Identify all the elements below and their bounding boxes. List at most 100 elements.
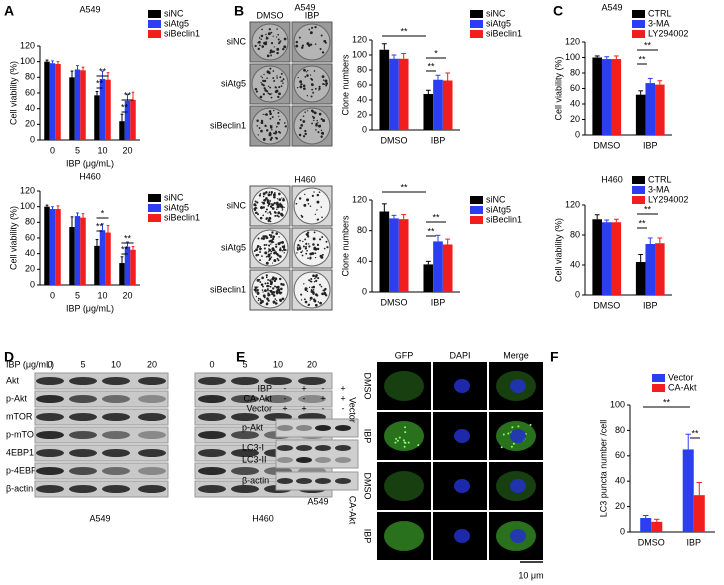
colony xyxy=(276,205,280,209)
colony xyxy=(259,251,262,254)
blot-band xyxy=(231,431,259,439)
bar xyxy=(442,80,453,130)
colony xyxy=(262,93,265,96)
bar xyxy=(635,262,646,295)
colony xyxy=(265,276,268,279)
legend-label: siAtg5 xyxy=(164,202,189,212)
colony xyxy=(317,131,320,134)
colony xyxy=(274,277,278,281)
bar xyxy=(124,100,131,140)
colony xyxy=(306,95,309,97)
colony xyxy=(255,254,258,257)
x-tick-label: IBP xyxy=(431,135,446,145)
dish xyxy=(293,107,331,145)
panel-label: B xyxy=(234,3,244,19)
panel-label: E xyxy=(236,349,245,365)
colony xyxy=(268,71,271,74)
blot-band xyxy=(335,425,351,431)
legend-label: siNC xyxy=(164,8,184,18)
colony xyxy=(262,237,266,240)
significance-label: ** xyxy=(638,218,646,228)
colony xyxy=(277,259,280,262)
bar xyxy=(635,94,646,135)
colony xyxy=(260,129,263,133)
y-tick-label: 100 xyxy=(20,56,35,66)
y-tick-label: 100 xyxy=(352,49,367,59)
colony xyxy=(304,129,307,133)
bar xyxy=(655,84,665,135)
colony xyxy=(315,294,318,297)
colony xyxy=(314,213,316,215)
colony xyxy=(313,281,316,283)
colony xyxy=(314,87,317,90)
dapi-signal xyxy=(510,429,526,443)
colony xyxy=(269,124,272,127)
colony xyxy=(255,90,258,93)
panel-label: D xyxy=(4,349,14,365)
blot-band xyxy=(296,457,312,463)
gfp-signal xyxy=(384,421,424,451)
lc3-puncta xyxy=(404,426,407,429)
dapi-signal xyxy=(454,379,470,393)
colony xyxy=(259,301,263,305)
bar xyxy=(592,219,602,295)
blot-band xyxy=(36,413,64,421)
colony xyxy=(275,125,278,128)
lc3-puncta xyxy=(512,442,515,445)
y-tick-label: 40 xyxy=(25,103,35,113)
colony xyxy=(276,77,278,79)
colony xyxy=(268,259,271,262)
colony xyxy=(273,279,277,283)
colony xyxy=(267,251,270,253)
x-tick-label: 10 xyxy=(97,290,107,300)
significance-label: ** xyxy=(691,428,699,438)
colony xyxy=(280,291,283,294)
colony xyxy=(271,237,275,241)
colony xyxy=(312,289,315,291)
colony xyxy=(309,74,312,76)
colony xyxy=(283,37,287,41)
colony xyxy=(310,95,313,98)
colony xyxy=(279,131,282,134)
bar xyxy=(130,249,136,285)
colony xyxy=(261,289,264,291)
colony xyxy=(270,42,274,45)
colony xyxy=(270,239,273,243)
row-label: siAtg5 xyxy=(221,242,246,252)
colony xyxy=(265,217,268,220)
colony xyxy=(277,288,280,291)
bar xyxy=(105,79,111,140)
blot-strip xyxy=(34,444,169,462)
colony xyxy=(278,192,281,196)
x-axis-label: IBP (μg/mL) xyxy=(66,158,114,168)
colony xyxy=(305,233,308,236)
legend-swatch xyxy=(148,214,161,222)
colony xyxy=(304,76,307,78)
y-axis-label: Clone numbers xyxy=(340,215,350,277)
bar xyxy=(119,121,125,140)
colony xyxy=(265,261,269,265)
bar xyxy=(611,222,622,295)
bar xyxy=(398,219,409,292)
condition-sign: + xyxy=(282,403,287,413)
colony xyxy=(271,125,273,127)
colony xyxy=(284,249,287,251)
dapi-signal xyxy=(510,479,526,493)
colony xyxy=(301,44,304,47)
colony xyxy=(324,79,328,83)
blot-band xyxy=(36,377,64,385)
bar xyxy=(44,61,50,140)
legend-label: LY294002 xyxy=(648,28,688,38)
colony xyxy=(270,96,273,99)
colony xyxy=(262,79,265,82)
bar xyxy=(94,95,100,140)
colony xyxy=(265,37,268,40)
colony xyxy=(265,237,268,240)
colony xyxy=(314,252,317,255)
legend-swatch xyxy=(148,194,161,202)
condition-sign: + xyxy=(340,393,345,403)
colony xyxy=(275,36,278,38)
colony xyxy=(266,284,270,288)
colony xyxy=(256,289,259,292)
lc3-puncta xyxy=(403,445,406,448)
